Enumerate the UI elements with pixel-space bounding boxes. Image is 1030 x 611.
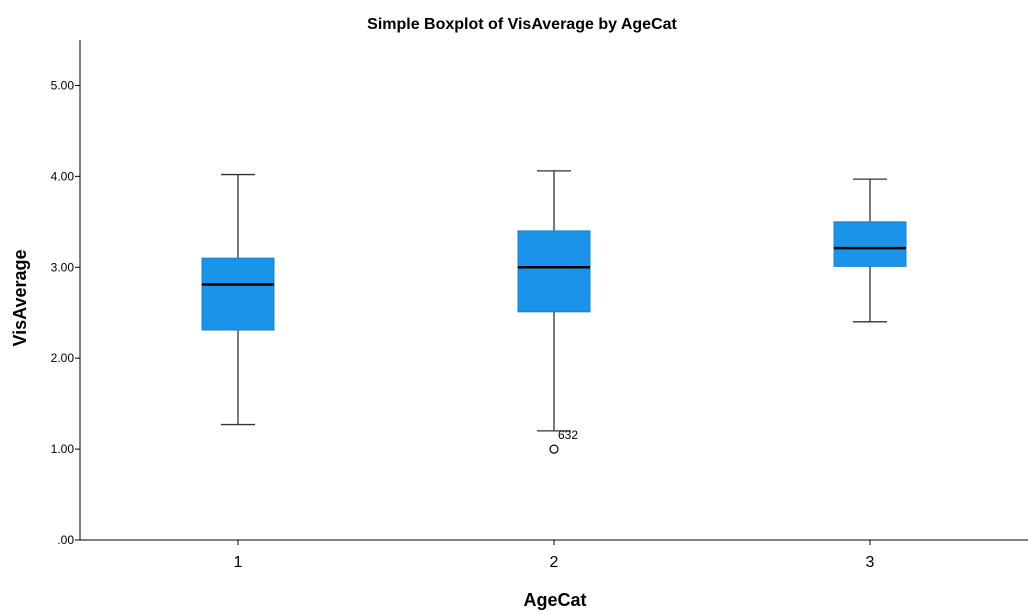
x-tick-label: 2 [550,554,559,571]
y-tick-label: 2.00 [51,351,75,365]
chart-title: Simple Boxplot of VisAverage by AgeCat [367,16,677,33]
x-axis-label: AgeCat [523,590,586,610]
plot-area: .00 1.00 2.00 3.00 4.00 5.00 1 2 3 632 [51,40,1028,571]
x-tick-label: 1 [234,554,243,571]
outlier-label: 632 [558,428,578,442]
y-tick-label: 5.00 [51,78,75,92]
iqr-box [201,257,275,331]
x-tick-label: 3 [866,554,875,571]
y-tick-label: 3.00 [51,260,75,274]
y-tick-label: .00 [57,533,74,547]
iqr-box [833,221,907,267]
iqr-box [517,230,591,313]
y-tick-label: 1.00 [51,442,75,456]
outlier-point [549,444,559,454]
y-tick-label: 4.00 [51,169,75,183]
y-axis-label: VisAverage [10,249,30,346]
